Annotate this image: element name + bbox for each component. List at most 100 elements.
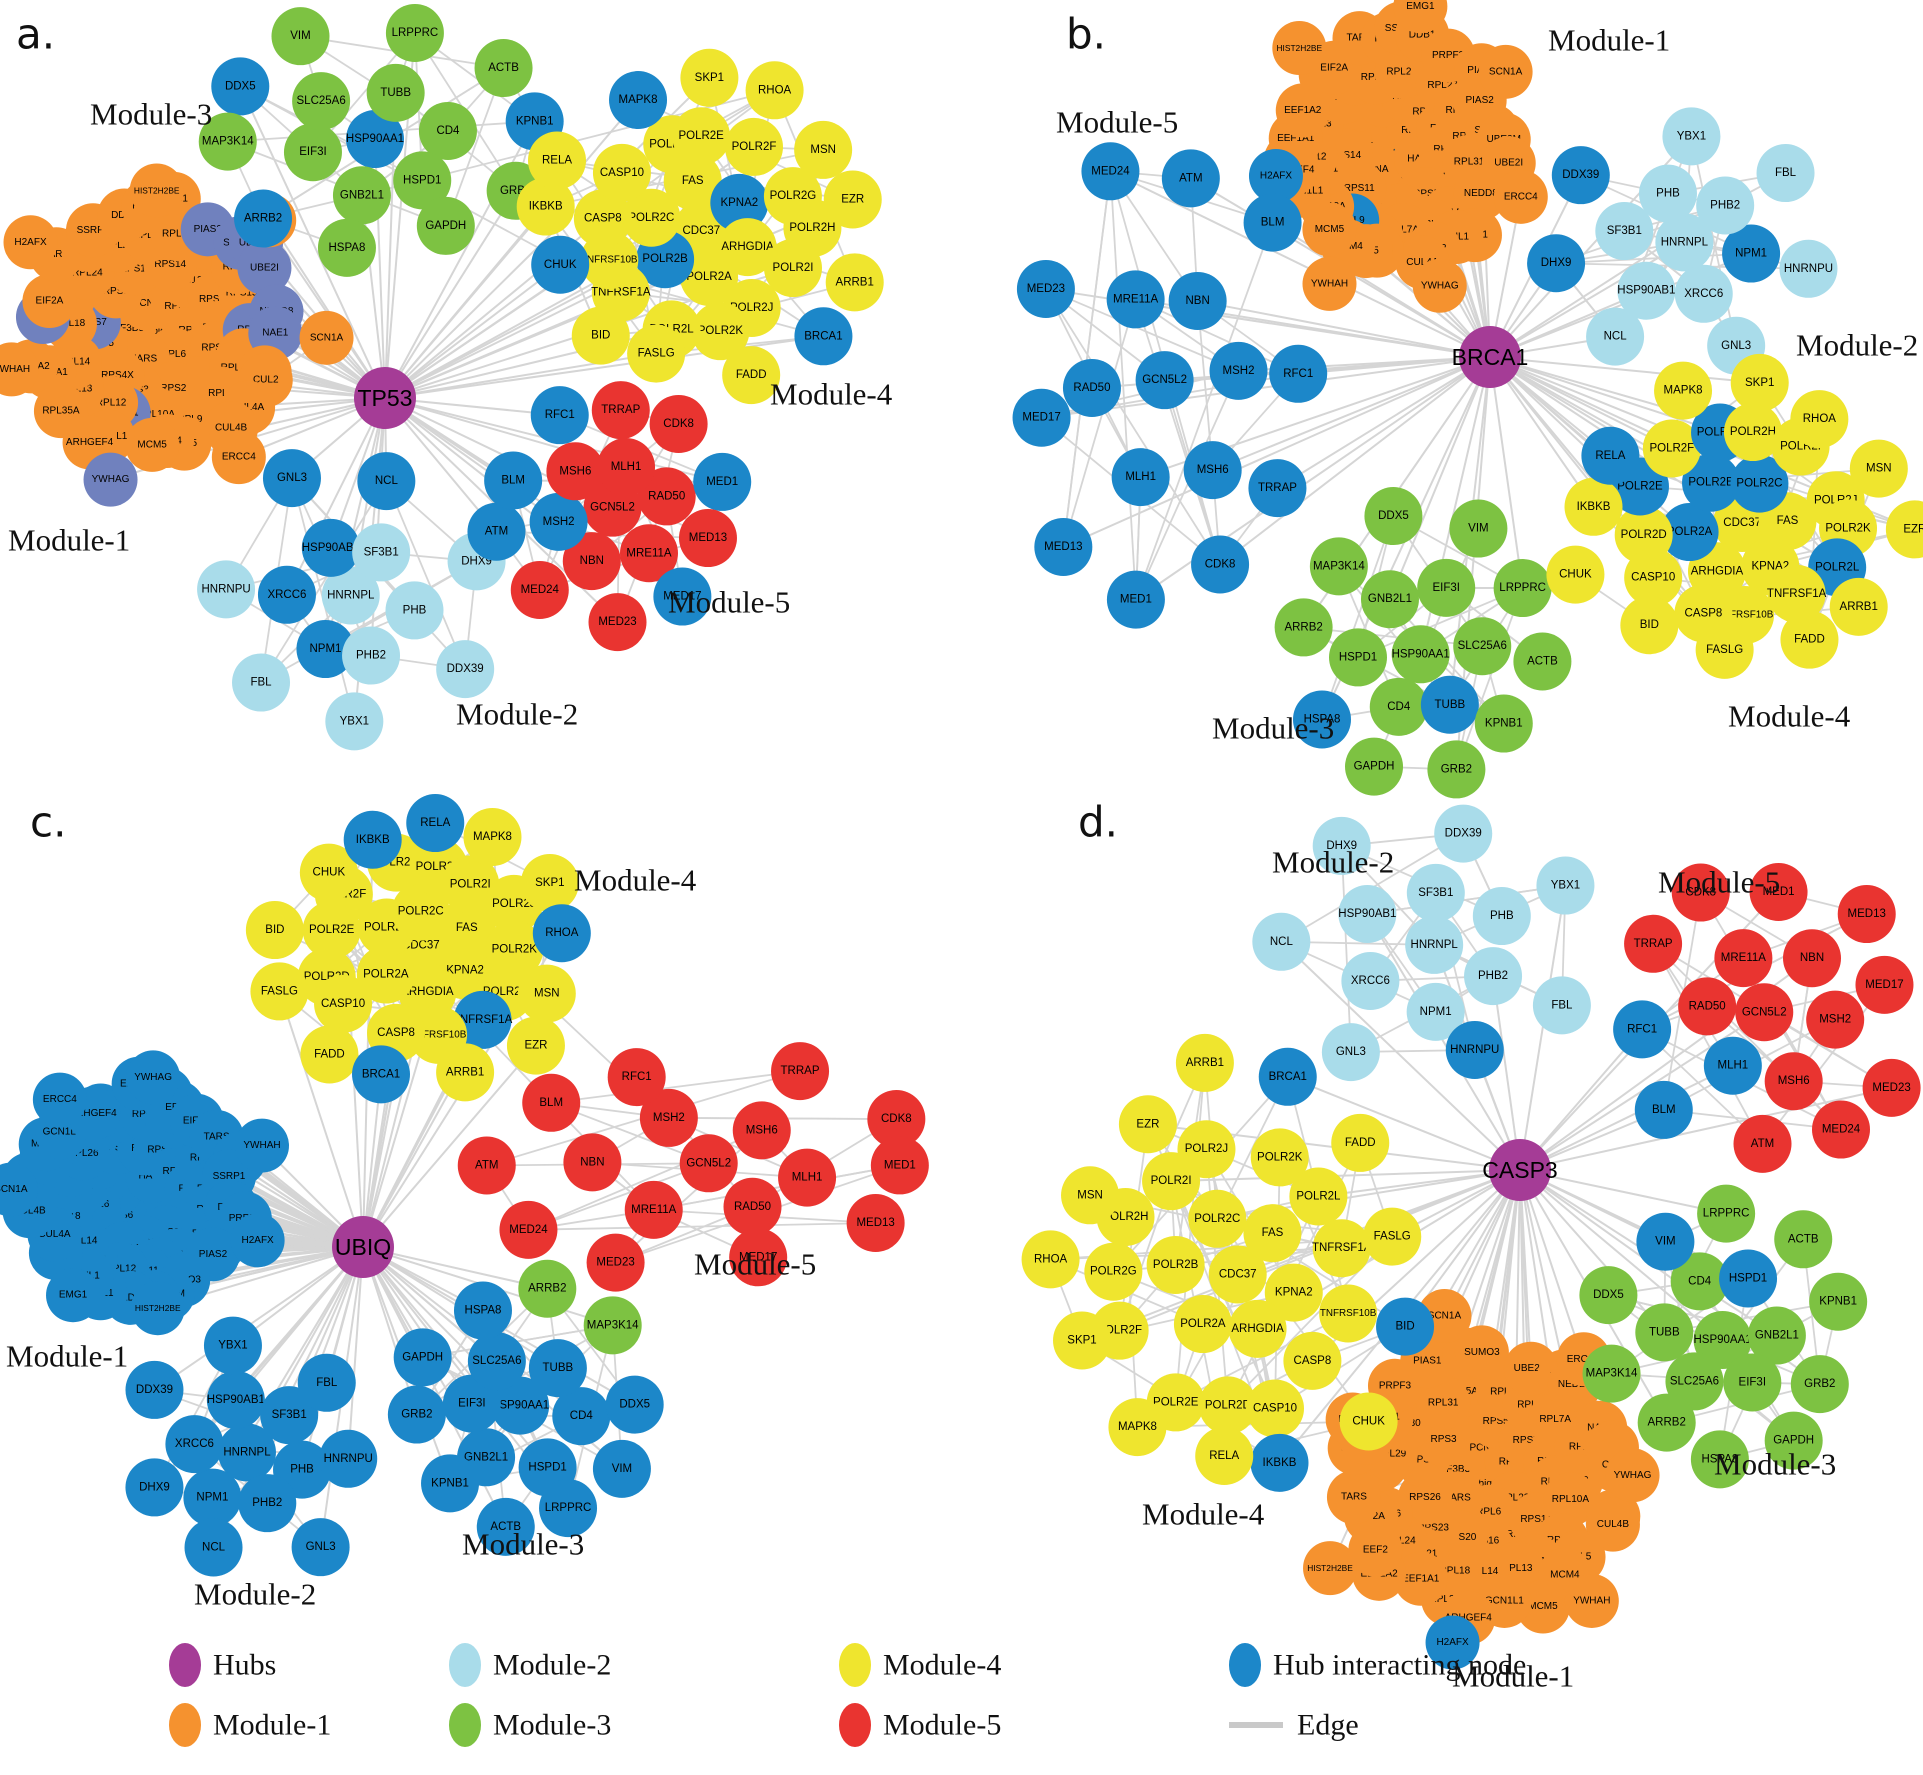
hub-edge — [362, 1246, 548, 1290]
gene-label-sf3b1: SF3B1 — [1607, 225, 1642, 237]
gene-label-polr2c: POLR2C — [1194, 1213, 1240, 1225]
gene-node-ezr — [506, 1016, 565, 1075]
gene-node-polr2d — [1198, 1376, 1257, 1435]
gene-label-cdk8: CDK8 — [1685, 887, 1716, 899]
gene-label-blm: BLM — [501, 475, 525, 487]
gene-label-eif2a: EIF2A — [1320, 62, 1348, 73]
panel-c: UbiqSF3B3PCNARPS6RPL23RPL6HARSRPS13RPS16… — [0, 794, 929, 1612]
gene-node-xrcc6 — [1674, 264, 1733, 323]
gene-node-ddx5 — [1364, 487, 1423, 546]
gene-node-xrcc6 — [1341, 952, 1400, 1011]
gene-label-ezr: EZR — [1136, 1118, 1159, 1130]
gene-label-cdc37: CDC37 — [1219, 1269, 1257, 1281]
gene-label-mre11a: MRE11A — [1721, 952, 1766, 964]
gene-label-med1: MED1 — [1120, 594, 1152, 606]
hub-edge — [1519, 1169, 1727, 1215]
panel-b-module-4: CDC37 FAS KPNA2 ARHGDIA POLR2A POLR2B POLR2C PO… — [1546, 353, 1923, 679]
gene-label-polr2k: POLR2K — [1825, 522, 1871, 534]
gene-label-pias2: PIAS2 — [1465, 95, 1494, 106]
edge — [1303, 626, 1483, 648]
gene-label-msn: MSN — [1077, 1189, 1103, 1201]
gene-node-phb — [1472, 887, 1531, 946]
gene-node-msh2 — [1209, 341, 1268, 400]
gene-label-scn1a: SCN1A — [1489, 66, 1523, 77]
gene-node-lrpprc — [1697, 1184, 1756, 1243]
gene-label-mapk8: MAPK8 — [1118, 1421, 1157, 1433]
hub-edge — [1298, 356, 1491, 375]
gene-label-rps14: RPS14 — [1520, 1514, 1552, 1525]
edge — [1556, 252, 1752, 265]
gene-label-atm: ATM — [1179, 172, 1202, 184]
panel-letter-d: d. — [1078, 798, 1118, 847]
gene-label-hars: HARS — [1443, 1493, 1471, 1504]
gene-node-skp1 — [1053, 1311, 1112, 1370]
gene-label-chuk: CHUK — [1352, 1415, 1385, 1427]
hub-edge — [384, 263, 561, 399]
gene-label-fas: FAS — [682, 175, 704, 187]
gene-label-gapdh: GAPDH — [425, 220, 466, 232]
gene-label-kpna2: KPNA2 — [1751, 560, 1789, 572]
gene-node-ddx39 — [1551, 146, 1610, 205]
gene-node-emg1 — [46, 1268, 101, 1323]
gene-label-kpna2: KPNA2 — [720, 197, 758, 209]
gene-node-msn — [1061, 1166, 1120, 1225]
gene-label-rad50: RAD50 — [1689, 1000, 1726, 1012]
panel-c-module-1: UbiqSF3B3PCNARPS6RPL23RPL6HARSRPS13RPS16… — [0, 1050, 289, 1336]
gene-label-faslg: FASLG — [638, 348, 675, 360]
gene-label-med24: MED24 — [521, 584, 560, 596]
gene-node-polr2j — [1177, 1120, 1236, 1179]
panel-d-module-5: GCN5L2 RAD50 MRE11A NBN MSH2 MSH6 MLH1 ATM BLM RF… — [1613, 862, 1921, 1173]
gene-node-eif3i — [1723, 1353, 1782, 1412]
gene-label-sf3b3: SF3B3 — [1440, 1464, 1471, 1475]
gene-node-ywhah — [234, 1118, 289, 1173]
gene-label-arhgdia: ARHGDIA — [401, 986, 454, 998]
gene-node-ddx5 — [211, 57, 270, 116]
gene-label-fadd: FADD — [314, 1048, 345, 1060]
gene-label-tnfrsf1a: TNFRSF1A — [591, 286, 651, 298]
gene-label-hist2h2be: HIST2H2BE — [1276, 43, 1322, 53]
gene-label-hnrnpl: HNRNPL — [223, 1446, 271, 1458]
gene-label-rps3: RPS3 — [147, 1145, 174, 1156]
hub-node-ubiq — [332, 1216, 394, 1278]
gene-label-faslg: FASLG — [1374, 1231, 1411, 1243]
gene-label-fadd: FADD — [1345, 1137, 1376, 1149]
hub-edge — [1062, 356, 1491, 548]
gene-label-blm: BLM — [539, 1097, 563, 1109]
gene-label-arrb2: ARRB2 — [1648, 1417, 1686, 1429]
gene-label-phb: PHB — [1656, 188, 1680, 200]
gene-label-rpl5: RPL5 — [1490, 1386, 1515, 1397]
gene-node-ddx39 — [1434, 804, 1493, 863]
gene-node-mapk8 — [1108, 1398, 1167, 1457]
panel-d-module-4: CDC37 FAS KPNA2 ARHGDIA POLR2A POLR2B POLR2C PO… — [1021, 1033, 1435, 1492]
gene-label-hspd1: HSPD1 — [1339, 651, 1377, 663]
module-label-a-m4: Module-4 — [770, 377, 893, 412]
hub-edge — [1287, 1075, 1521, 1171]
gene-label-ubiq: Ubiq — [1471, 1478, 1492, 1489]
edge — [1690, 136, 1738, 346]
gene-label-med1: MED1 — [706, 476, 738, 488]
gene-node-nbn — [563, 1133, 622, 1192]
gene-label-rps4x: RPS4X — [101, 370, 134, 381]
panel-b-nodes: UbiqSF3B3PCNARPS6RPL23RPL6HARSRPS13RPS16… — [1012, 0, 1923, 799]
gene-label-msn: MSN — [534, 988, 560, 1000]
hub-edge — [1389, 356, 1491, 600]
panel-letter-c: c. — [30, 798, 66, 847]
gene-node-hist2h2be — [130, 1281, 185, 1336]
gene-label-tnfrsf10b: TNFRSF10B — [581, 255, 638, 266]
gene-node-msh2 — [1806, 990, 1865, 1049]
panel-letter-b: b. — [1066, 10, 1106, 59]
gene-label-rpl10a: RPL10A — [1552, 1494, 1590, 1505]
gene-label-polr2i: POLR2I — [1151, 1175, 1192, 1187]
gene-label-rpl10a: RPL10A — [138, 409, 176, 420]
gene-label-mcm4: MCM4 — [1550, 1569, 1580, 1580]
gene-label-ywhag: YWHAG — [1421, 280, 1459, 291]
gene-node-grb2 — [1427, 740, 1486, 799]
gene-label-tnfrsf10b: TNFRSF10B — [1320, 1308, 1377, 1319]
gene-label-fbl: FBL — [250, 677, 272, 689]
gene-node-mlh1 — [1703, 1036, 1762, 1095]
gene-label-med23: MED23 — [1872, 1082, 1910, 1094]
gene-label-rpl7a: RPL7A — [1539, 1414, 1571, 1425]
gene-label-polr2b: POLR2B — [642, 253, 688, 265]
gene-node-nbn — [562, 532, 621, 591]
